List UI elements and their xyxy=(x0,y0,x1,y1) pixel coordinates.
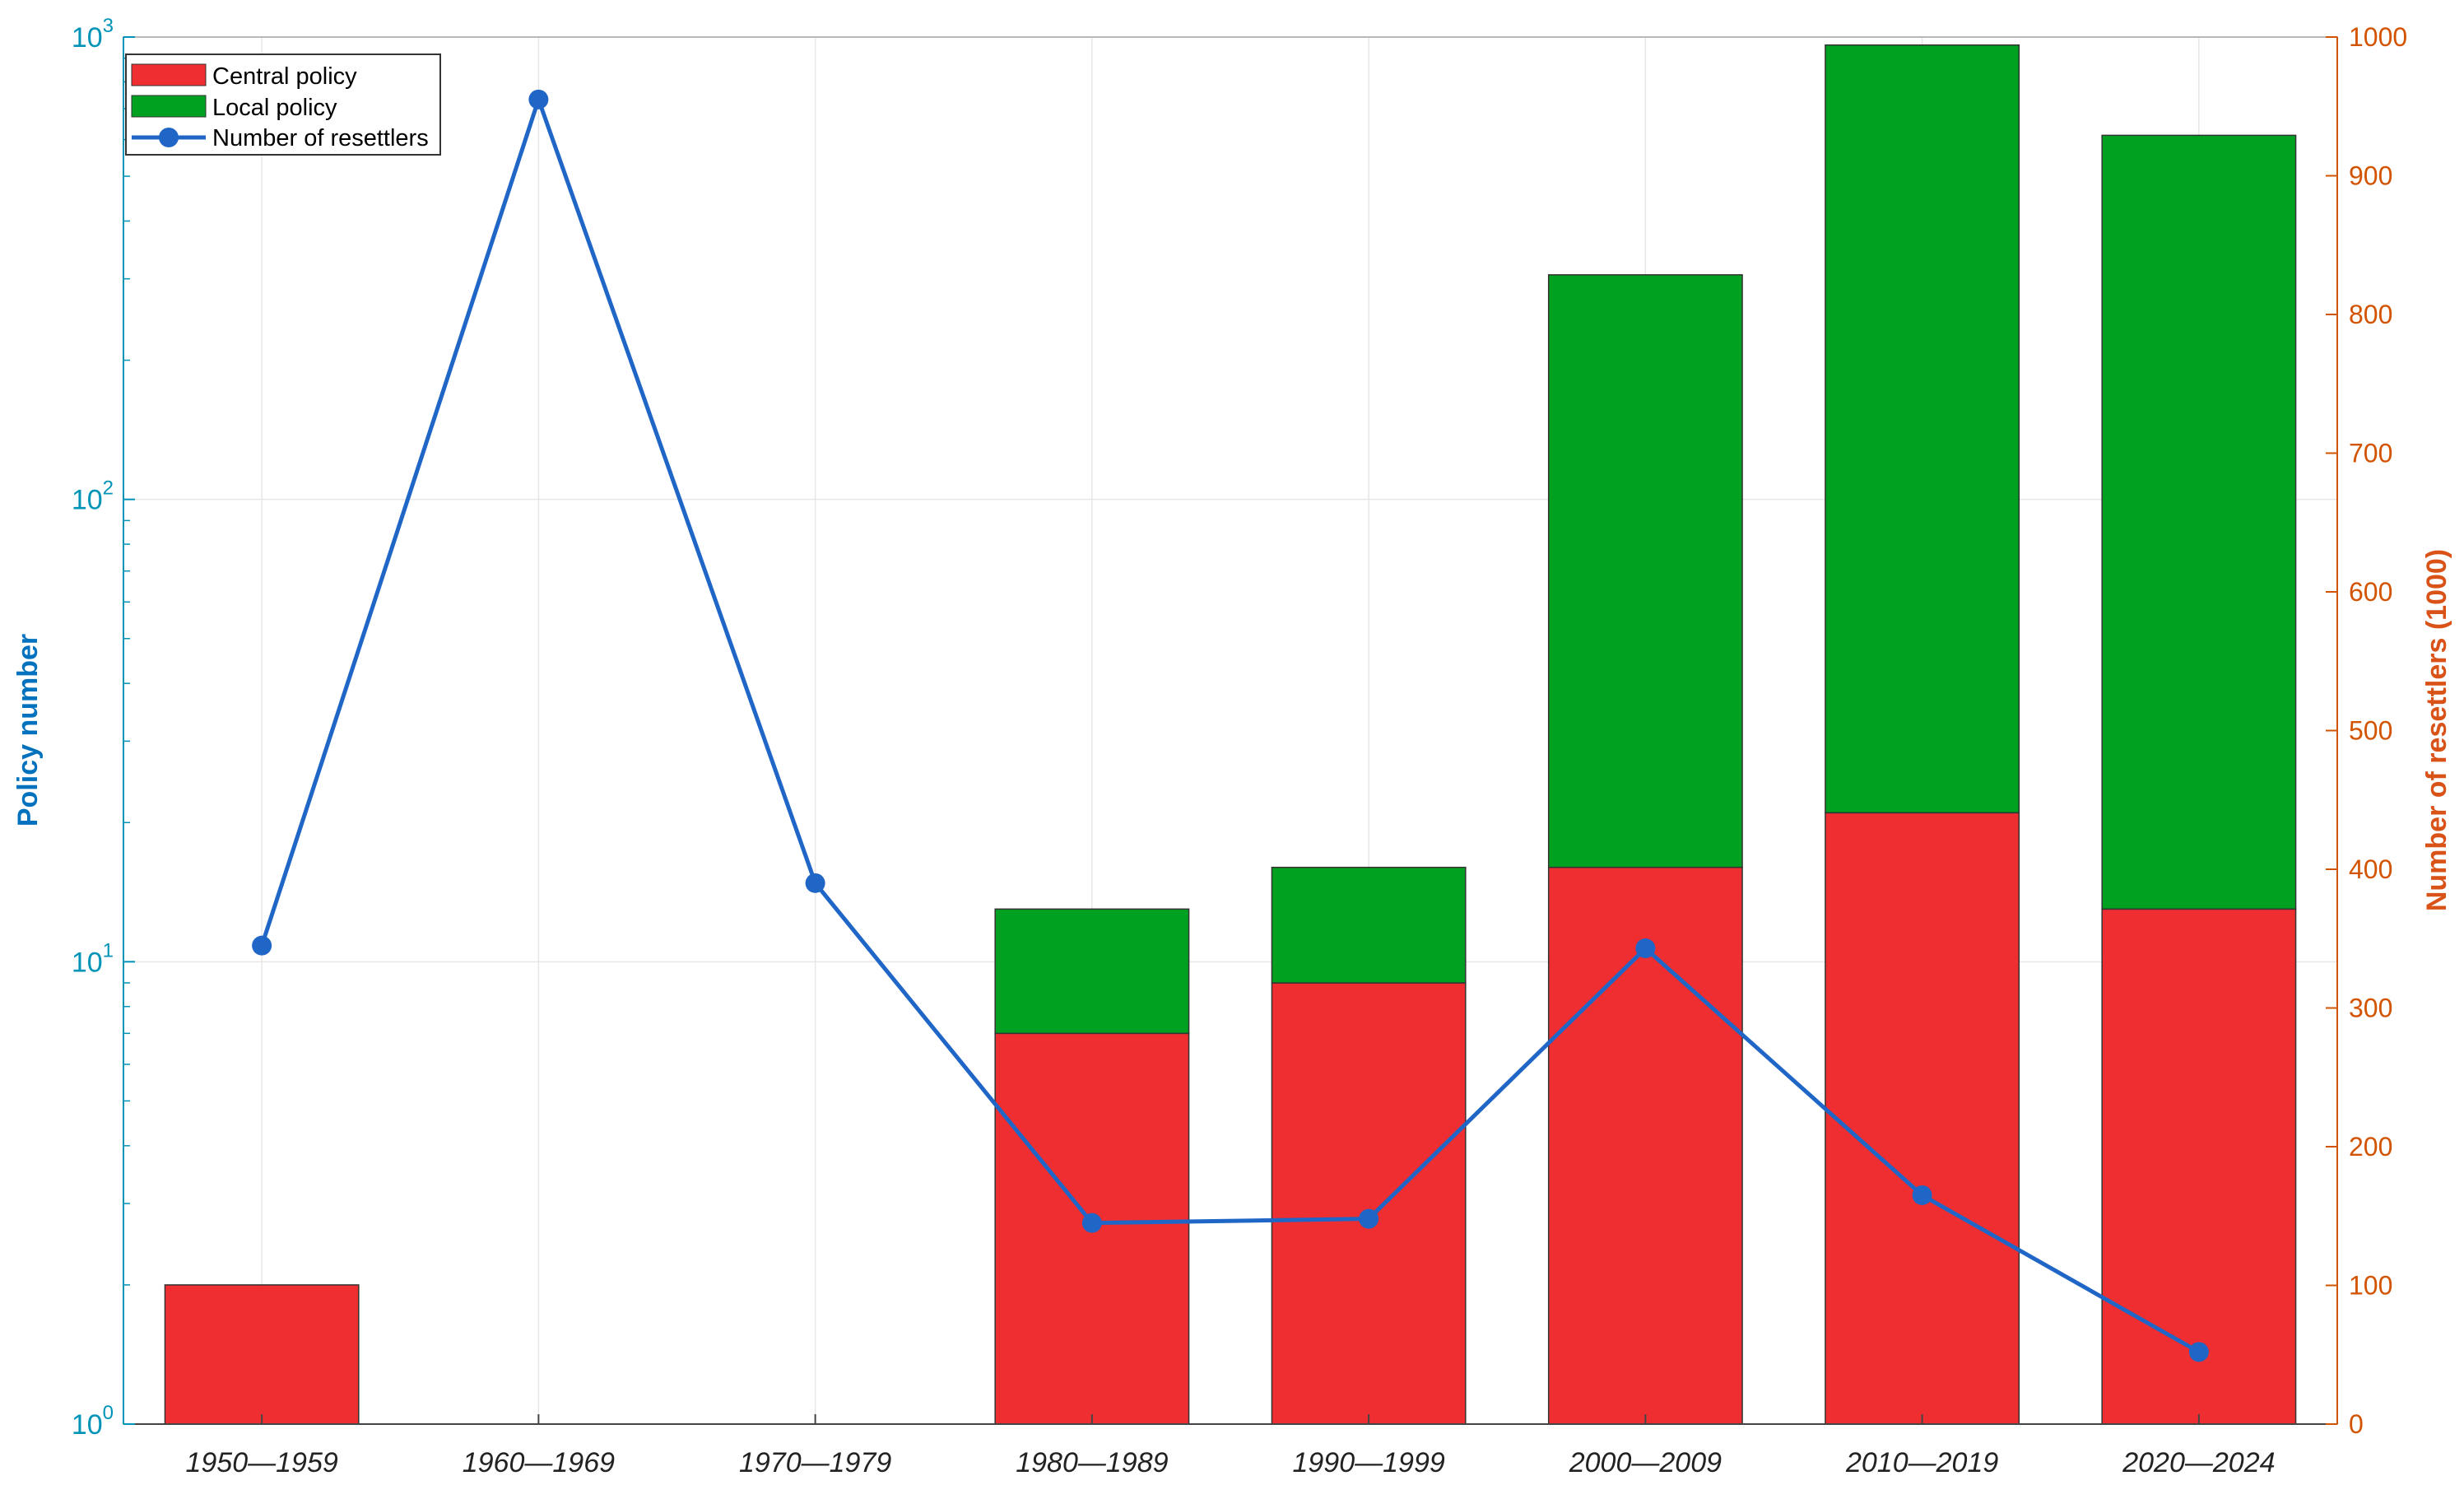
legend-label-central: Central policy xyxy=(212,63,357,90)
right-tick-label: 500 xyxy=(2349,716,2392,746)
bar-central xyxy=(1825,812,2020,1425)
right-tick-label: 600 xyxy=(2349,577,2392,607)
resettlers-point xyxy=(1081,1213,1102,1233)
left-tick-label: 100 xyxy=(72,1402,114,1441)
left-tick-label: 101 xyxy=(72,939,114,978)
resettlers-point xyxy=(1912,1185,1932,1205)
bar-local xyxy=(1271,866,1467,984)
resettlers-point xyxy=(2188,1342,2209,1362)
right-tick-label: 1000 xyxy=(2349,22,2407,52)
bars xyxy=(164,44,2297,1425)
legend-swatch-local xyxy=(131,95,207,118)
x-tick-label: 1980—1989 xyxy=(1016,1447,1168,1478)
resettlers-point xyxy=(805,873,825,893)
resettlers-point xyxy=(1635,938,1656,959)
resettlers-line xyxy=(252,89,2209,1362)
left-tick-label: 103 xyxy=(72,15,114,54)
right-axis-ticks: 0 100 200 300 400 500 600 700 800 900 1000 xyxy=(2326,22,2407,1439)
bar-local xyxy=(1547,274,1743,868)
bar-central xyxy=(1271,982,1467,1425)
x-tick-label: 1950—1959 xyxy=(185,1447,337,1478)
resettlers-point xyxy=(528,89,549,109)
bar-central xyxy=(2101,908,2297,1425)
legend: Central policy Local policy Number of re… xyxy=(125,54,441,156)
resettlers-point xyxy=(1359,1208,1379,1229)
left-axis-ticks: 100 101 102 103 xyxy=(72,15,135,1441)
right-tick-label: 700 xyxy=(2349,439,2392,468)
x-tick-label: 2000—2009 xyxy=(1569,1447,1722,1478)
legend-marker-resettlers xyxy=(159,128,179,147)
left-axis-title: Policy number xyxy=(12,634,44,826)
x-tick-label: 1990—1999 xyxy=(1292,1447,1444,1478)
x-tick-label: 1970—1979 xyxy=(739,1447,891,1478)
bar-local xyxy=(2101,134,2297,910)
right-tick-label: 200 xyxy=(2349,1132,2392,1161)
left-tick-label: 102 xyxy=(72,477,114,516)
x-tick-label: 2020—2024 xyxy=(2122,1447,2275,1478)
legend-label-local: Local policy xyxy=(212,95,337,121)
bar-local xyxy=(994,908,1190,1035)
resettlers-polyline xyxy=(259,97,2201,1354)
x-axis-ticks: 1950—1959 1960—1969 1970—1979 1980—1989 1990… xyxy=(185,1414,2276,1478)
right-tick-label: 300 xyxy=(2349,994,2392,1023)
legend-label-resettlers: Number of resettlers xyxy=(212,125,429,151)
bar-central xyxy=(1547,866,1743,1425)
resettlers-point xyxy=(252,935,272,956)
x-tick-label: 1960—1969 xyxy=(463,1447,615,1478)
bar-central xyxy=(164,1284,360,1425)
x-tick-label: 2010—2019 xyxy=(1845,1447,1998,1478)
right-tick-label: 0 xyxy=(2349,1409,2364,1439)
right-axis-title: Number of resettlers (1000) xyxy=(2421,549,2452,911)
right-tick-label: 400 xyxy=(2349,854,2392,884)
legend-swatch-central xyxy=(131,63,207,86)
bar-local xyxy=(1825,44,2020,814)
right-tick-label: 100 xyxy=(2349,1271,2392,1301)
right-tick-label: 900 xyxy=(2349,161,2392,191)
right-tick-label: 800 xyxy=(2349,300,2392,329)
